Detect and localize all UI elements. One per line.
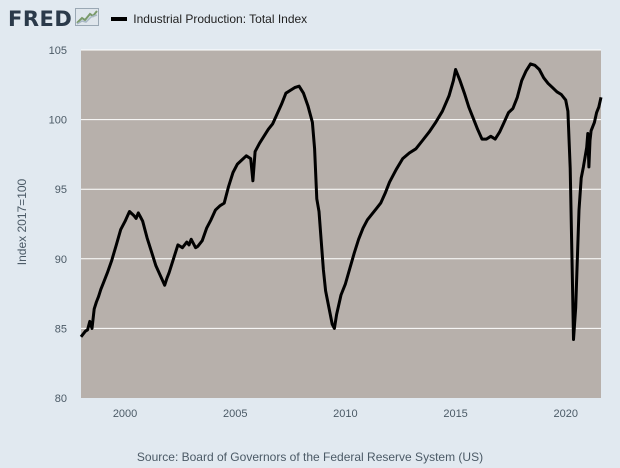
y-axis-title: Index 2017=100 — [15, 178, 29, 265]
logo-text: FRED — [8, 7, 73, 31]
x-axis-ticks: 2000 2005 2010 2015 2020 — [113, 408, 578, 420]
y-tick-label: 100 — [49, 115, 67, 127]
plot-area — [81, 50, 601, 398]
source-note: Source: Board of Governors of the Federa… — [136, 450, 484, 464]
series-group — [79, 62, 603, 341]
gridlines — [81, 49, 601, 329]
chart-header: FRED Industrial Production: Total Index — [8, 6, 307, 32]
y-tick-label: 90 — [55, 254, 67, 266]
x-tick-label: 2010 — [333, 408, 357, 420]
series-line-0 — [79, 62, 603, 341]
y-tick-label: 95 — [55, 184, 67, 196]
y-axis-ticks: 80 85 90 95 100 105 — [49, 45, 67, 405]
trend-graph-icon — [75, 7, 100, 31]
x-tick-label: 2000 — [113, 408, 137, 420]
x-tick-label: 2020 — [554, 408, 578, 420]
y-tick-label: 105 — [49, 45, 67, 57]
x-tick-label: 2015 — [443, 408, 467, 420]
fred-logo[interactable]: FRED — [8, 7, 100, 31]
y-tick-label: 80 — [55, 393, 67, 405]
legend: Industrial Production: Total Index — [111, 12, 307, 26]
legend-label: Industrial Production: Total Index — [133, 12, 308, 26]
x-tick-label: 2005 — [223, 408, 247, 420]
legend-swatch — [111, 17, 128, 21]
y-tick-label: 85 — [55, 323, 67, 335]
